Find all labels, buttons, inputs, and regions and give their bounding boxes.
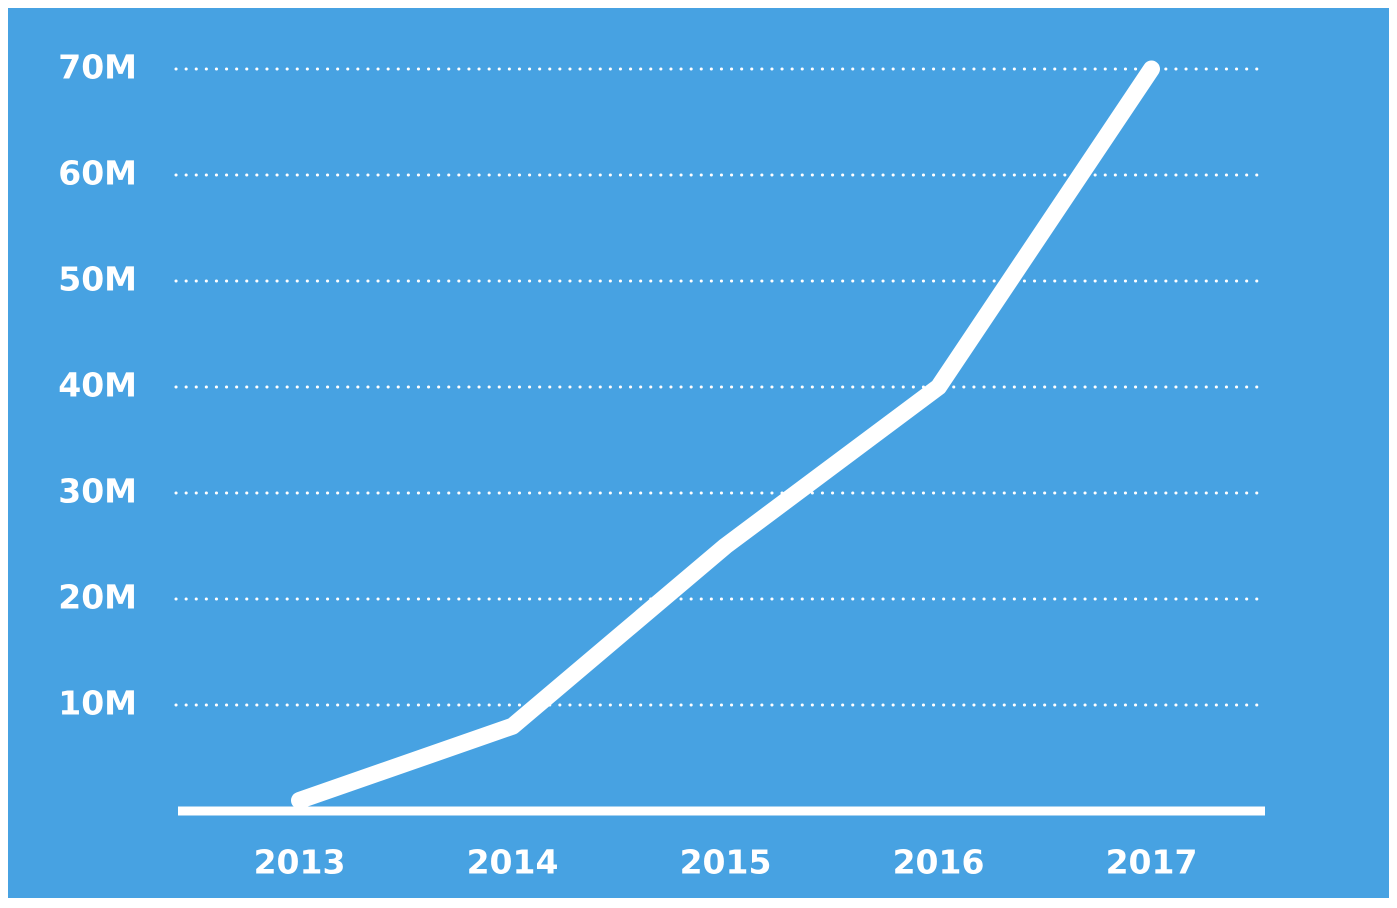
y-tick-label: 20M xyxy=(58,578,137,617)
x-tick-label: 2016 xyxy=(893,843,985,882)
y-tick-label: 70M xyxy=(58,48,137,87)
x-tick-label: 2013 xyxy=(254,843,346,882)
y-tick-label: 10M xyxy=(58,684,137,723)
x-tick-label: 2015 xyxy=(680,843,772,882)
data-line xyxy=(291,60,1160,809)
y-tick-label: 30M xyxy=(58,472,137,511)
chart-background xyxy=(8,8,1389,898)
x-tick-label: 2017 xyxy=(1106,843,1198,882)
y-tick-label: 50M xyxy=(58,260,137,299)
y-tick-label: 60M xyxy=(58,154,137,193)
x-tick-label: 2014 xyxy=(467,843,559,882)
y-tick-label: 40M xyxy=(58,366,137,405)
